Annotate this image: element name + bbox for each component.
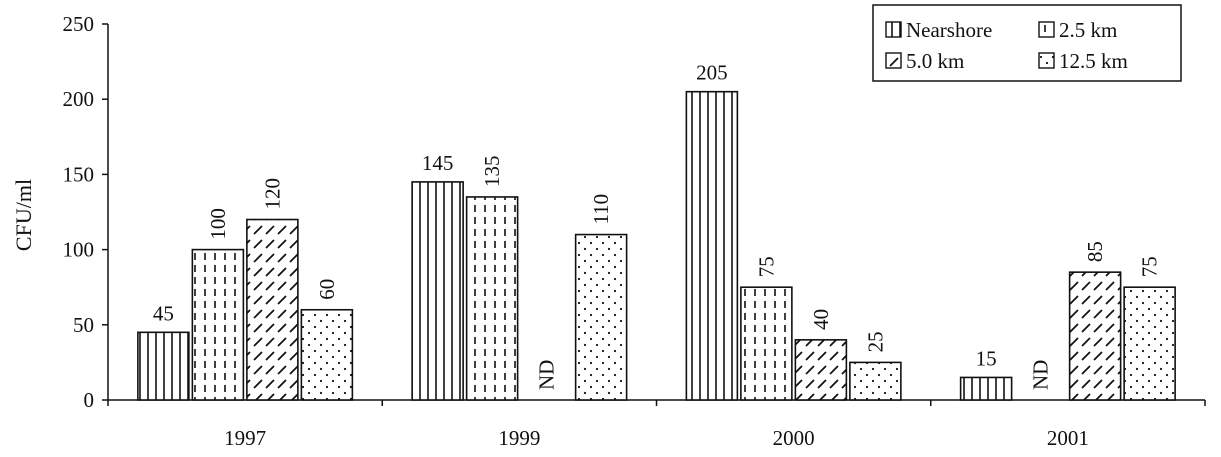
legend-swatch bbox=[1038, 52, 1055, 69]
bar-value-label: 110 bbox=[589, 194, 613, 225]
bar bbox=[794, 339, 848, 401]
bar-value-label: 75 bbox=[754, 256, 778, 277]
axes: 0 50 100 150 200 250 1997 1999 2000 2001 bbox=[63, 12, 1206, 450]
bar bbox=[411, 181, 464, 401]
y-tick-label: 150 bbox=[63, 162, 95, 186]
y-tick-label: 200 bbox=[63, 87, 95, 111]
x-tick-label: 2001 bbox=[1047, 426, 1089, 450]
bar bbox=[1068, 271, 1122, 401]
legend-swatch bbox=[1038, 21, 1055, 38]
bar bbox=[137, 331, 190, 401]
bar bbox=[191, 248, 245, 401]
bar-value-label: 40 bbox=[809, 309, 833, 330]
legend-swatch bbox=[885, 52, 902, 69]
bar-value-label: 120 bbox=[260, 178, 284, 210]
bar bbox=[465, 196, 519, 401]
bar bbox=[685, 90, 739, 401]
legend-label: 12.5 km bbox=[1059, 49, 1128, 73]
legend-label: 2.5 km bbox=[1059, 18, 1117, 42]
bar bbox=[740, 286, 793, 401]
bar-value-label: 145 bbox=[422, 151, 454, 175]
bar bbox=[849, 361, 902, 401]
bar-value-label: 100 bbox=[206, 208, 230, 240]
bar bbox=[300, 308, 354, 401]
legend: Nearshore 2.5 km 5.0 km 12.5 km bbox=[872, 4, 1182, 82]
y-tick-label: 250 bbox=[63, 12, 95, 36]
bar-value-label: 85 bbox=[1083, 241, 1107, 262]
bar-value-label: 205 bbox=[696, 61, 728, 85]
x-tick-label: 1997 bbox=[224, 426, 266, 450]
bar-value-label: 135 bbox=[480, 155, 504, 187]
legend-box bbox=[872, 4, 1182, 82]
bar bbox=[1123, 286, 1176, 401]
y-tick-label: 100 bbox=[63, 238, 95, 262]
bar-value-label: 25 bbox=[863, 331, 887, 352]
legend-label: 5.0 km bbox=[906, 49, 964, 73]
x-tick-label: 1999 bbox=[498, 426, 540, 450]
bar-nd-label: ND bbox=[535, 360, 559, 390]
y-tick-label: 0 bbox=[84, 388, 95, 412]
legend-swatch bbox=[885, 21, 902, 38]
bar bbox=[959, 376, 1013, 401]
data-labels: 45 100 120 60 145 135 ND 110 205 75 40 25 15 ND 85 75 bbox=[153, 61, 1162, 390]
bar bbox=[246, 218, 299, 401]
bar-value-label: 45 bbox=[153, 301, 174, 325]
bar-nd-label: ND bbox=[1029, 360, 1053, 390]
y-axis-title: CFU/ml bbox=[11, 179, 36, 251]
bar-value-label: 75 bbox=[1138, 256, 1162, 277]
legend-label: Nearshore bbox=[906, 18, 992, 42]
bars bbox=[137, 90, 1176, 401]
bar bbox=[574, 233, 628, 401]
x-tick-label: 2000 bbox=[773, 426, 815, 450]
bar-value-label: 60 bbox=[315, 279, 339, 300]
bar-value-label: 15 bbox=[976, 346, 997, 370]
y-tick-label: 50 bbox=[73, 313, 94, 337]
